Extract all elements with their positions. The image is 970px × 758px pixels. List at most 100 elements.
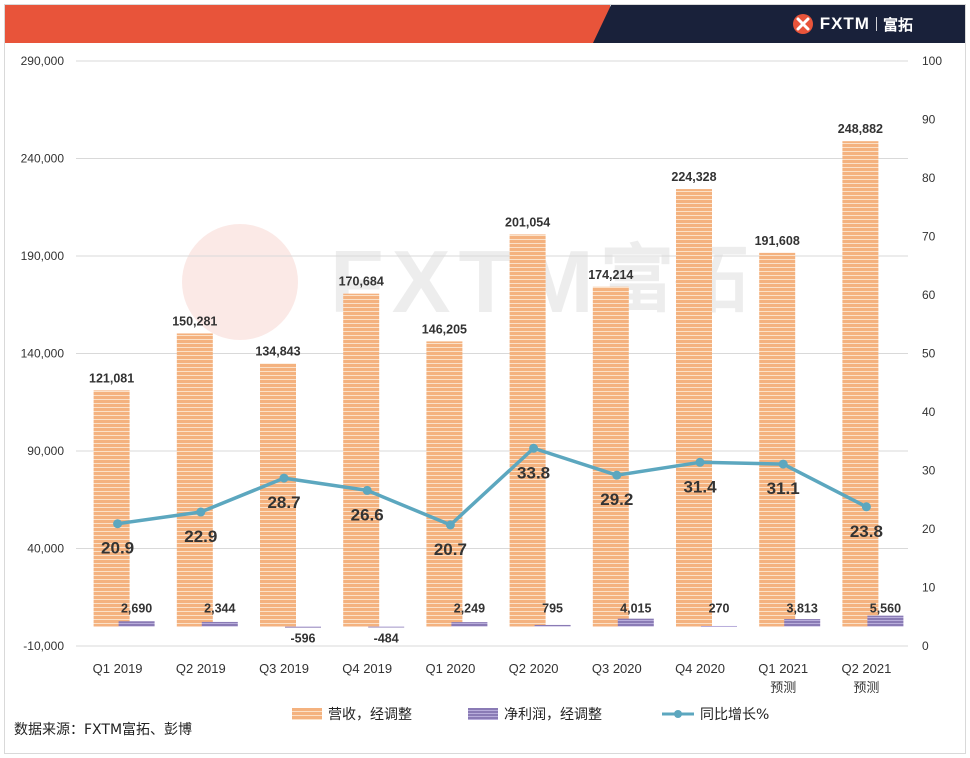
profit-bar xyxy=(201,621,238,627)
legend-label-revenue: 营收，经调整 xyxy=(328,707,412,723)
left-axis-tick-label: 290,000 xyxy=(21,54,65,68)
growth-point xyxy=(362,485,372,495)
right-axis-tick-label: 100 xyxy=(922,54,942,68)
profit-value-label: -484 xyxy=(374,632,399,646)
logo-text: FXTM xyxy=(819,14,870,33)
legend-label-profit: 净利润，经调整 xyxy=(504,707,602,723)
category-label: Q1 2021 xyxy=(758,661,808,676)
right-axis-tick-label: 30 xyxy=(922,464,936,478)
growth-point xyxy=(196,507,206,517)
growth-value-label: 29.2 xyxy=(600,490,633,509)
growth-value-label: 26.6 xyxy=(351,505,384,524)
fxtm-logo: FXTM 富拓 xyxy=(792,13,913,35)
left-axis-tick-label: 240,000 xyxy=(21,152,65,166)
chart-frame: FXTM 富拓 xyxy=(4,4,966,754)
profit-bar xyxy=(617,618,654,627)
profit-bar xyxy=(534,624,571,627)
profit-bar xyxy=(701,625,737,627)
watermark-logo-icon xyxy=(182,224,298,340)
profit-value-label: 3,813 xyxy=(787,602,818,616)
revenue-bar xyxy=(93,390,130,627)
left-axis-tick-label: 40,000 xyxy=(27,542,64,556)
right-axis-tick-label: 50 xyxy=(922,347,936,361)
growth-value-label: 33.8 xyxy=(517,463,550,482)
revenue-value-label: 170,684 xyxy=(339,275,384,289)
right-axis-tick-label: 40 xyxy=(922,405,936,419)
growth-point xyxy=(113,519,123,529)
right-axis-tick-label: 20 xyxy=(922,522,936,536)
left-axis-tick-label: 140,000 xyxy=(21,347,65,361)
category-label: Q1 2019 xyxy=(93,661,143,676)
source-note: 数据来源：FXTM富拓、彭博 xyxy=(14,722,193,738)
category-label: Q2 2019 xyxy=(176,661,226,676)
growth-point xyxy=(861,502,871,512)
revenue-value-label: 121,081 xyxy=(89,371,134,385)
legend-marker-growth xyxy=(674,710,682,718)
left-axis-tick-label: -10,000 xyxy=(23,639,64,653)
banner-red-stripe xyxy=(5,5,610,43)
growth-point xyxy=(695,457,705,467)
revenue-value-label: 174,214 xyxy=(588,268,633,282)
revenue-value-label: 134,843 xyxy=(255,345,300,359)
banner-dark-block xyxy=(593,5,965,43)
revenue-bar xyxy=(509,234,546,627)
logo-chinese-text: 富拓 xyxy=(882,15,913,34)
revenue-bar xyxy=(426,341,463,627)
revenue-value-label: 201,054 xyxy=(505,215,550,229)
growth-point xyxy=(279,473,289,483)
revenue-bar xyxy=(343,293,380,627)
growth-point xyxy=(778,459,788,469)
growth-value-label: 23.8 xyxy=(850,522,883,541)
revenue-value-label: 191,608 xyxy=(755,234,800,248)
growth-value-label: 22.9 xyxy=(184,527,217,546)
profit-bar xyxy=(784,619,821,627)
right-axis-tick-label: 10 xyxy=(922,581,936,595)
fxtm-logo-icon xyxy=(792,14,813,34)
revenue-bar xyxy=(676,189,712,627)
growth-value-label: 28.7 xyxy=(267,493,300,512)
header-banner: FXTM 富拓 xyxy=(5,5,965,43)
profit-value-label: 5,560 xyxy=(870,602,901,616)
category-label: Q2 2021 xyxy=(841,661,891,676)
category-sublabel: 预测 xyxy=(853,681,879,696)
profit-bar xyxy=(118,621,155,627)
category-sublabel: 预测 xyxy=(770,681,796,696)
category-label: Q2 2020 xyxy=(509,661,559,676)
revenue-bar xyxy=(759,252,796,627)
category-label: Q3 2020 xyxy=(592,661,642,676)
profit-bar xyxy=(285,626,321,628)
profit-value-label: 2,249 xyxy=(454,602,485,616)
category-label: Q1 2020 xyxy=(425,661,475,676)
profit-value-label: 2,344 xyxy=(204,602,235,616)
revenue-value-label: 248,882 xyxy=(838,122,883,136)
profit-value-label: -596 xyxy=(290,632,315,646)
right-axis-tick-label: 60 xyxy=(922,288,936,302)
growth-point xyxy=(445,520,455,530)
revenue-value-label: 150,281 xyxy=(172,314,217,328)
left-axis-tick-label: 90,000 xyxy=(27,444,64,458)
profit-value-label: 270 xyxy=(709,602,730,616)
legend-label-growth: 同比增长% xyxy=(700,707,769,723)
logo-separator xyxy=(875,17,877,31)
profit-bar xyxy=(867,615,904,627)
right-axis-tick-label: 70 xyxy=(922,230,936,244)
revenue-bar xyxy=(176,333,213,627)
profit-value-label: 2,690 xyxy=(121,602,152,616)
growth-point xyxy=(612,470,622,480)
profit-bar xyxy=(368,626,405,628)
revenue-bar xyxy=(842,141,879,627)
growth-point xyxy=(529,443,539,453)
left-axis-tick-label: 190,000 xyxy=(21,249,65,263)
profit-bar xyxy=(451,622,488,627)
growth-value-label: 31.4 xyxy=(683,477,717,496)
legend-swatch-revenue xyxy=(292,708,322,720)
revenue-bar xyxy=(260,363,296,627)
growth-value-label: 31.1 xyxy=(767,479,800,498)
right-axis-tick-label: 0 xyxy=(922,639,929,653)
category-label: Q4 2020 xyxy=(675,661,725,676)
legend-swatch-profit xyxy=(468,708,498,720)
revenue-bar xyxy=(592,286,629,627)
category-label: Q3 2019 xyxy=(259,661,309,676)
revenue-value-label: 146,205 xyxy=(422,322,467,336)
